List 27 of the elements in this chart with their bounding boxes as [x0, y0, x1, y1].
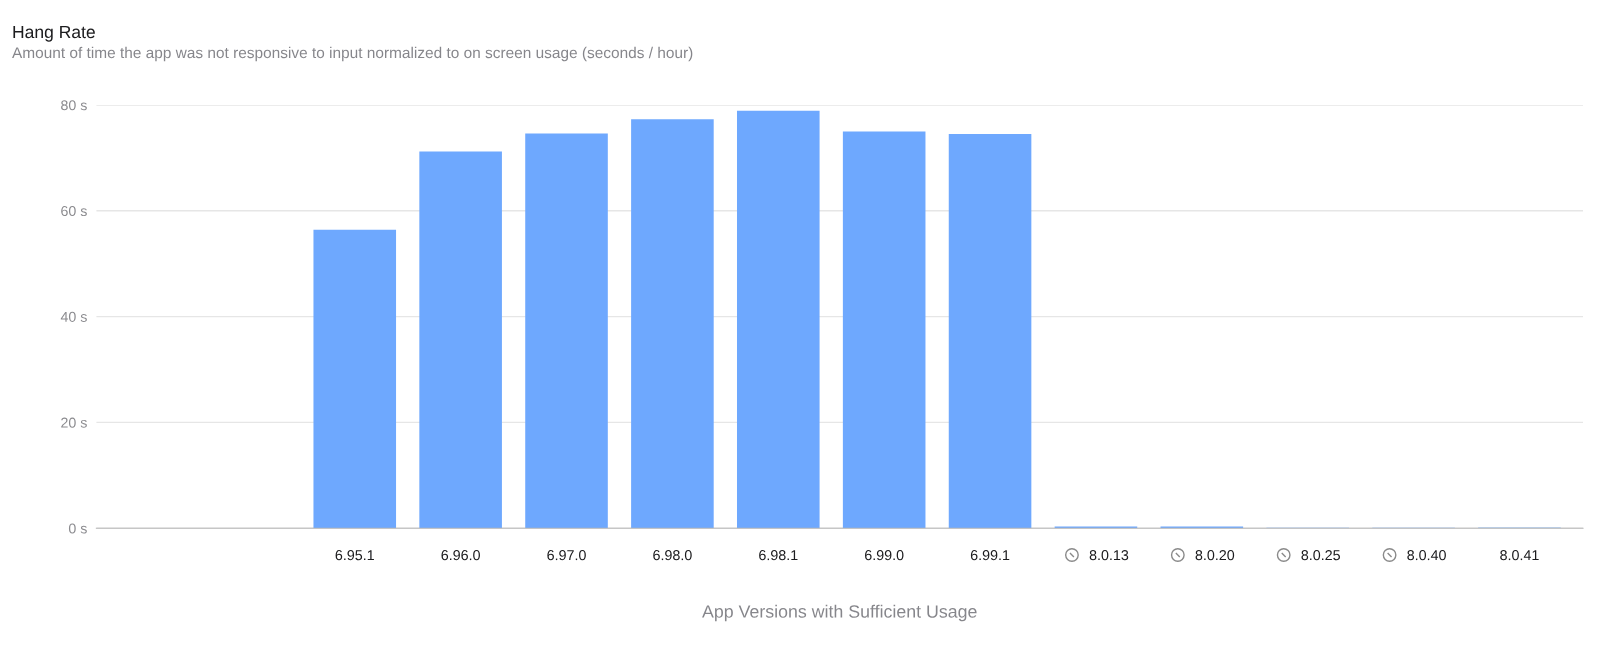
x-tick-label: 6.98.1	[759, 550, 798, 561]
x-tick-label: 6.98.0	[653, 550, 692, 561]
y-tick-label: 80 s	[61, 100, 87, 111]
bar	[313, 229, 397, 529]
bar	[736, 110, 820, 529]
x-tick-label: 6.97.0	[547, 550, 586, 561]
y-tick-label: 0 s	[68, 523, 87, 534]
chart-subtitle: Amount of time the app was not responsive to input normalized to on screen usage (seconds / hour)	[12, 46, 693, 62]
bar	[842, 131, 926, 529]
x-tick-label: 8.0.40	[1407, 550, 1446, 561]
y-tick-label: 40 s	[60, 311, 87, 322]
bar	[948, 134, 1032, 529]
x-tick-label: 6.99.1	[970, 550, 1010, 561]
y-tick-label: 60 s	[61, 206, 87, 217]
y-tick-label: 20 s	[61, 417, 87, 428]
x-tick-label: 8.0.13	[1089, 550, 1129, 561]
x-axis-title: App Versions with Sufficient Usage	[702, 604, 977, 622]
bar	[631, 119, 714, 529]
chart-title: Hang Rate	[13, 25, 95, 42]
x-tick-label: 8.0.20	[1195, 550, 1235, 561]
bar	[525, 133, 608, 529]
x-tick-label: 6.99.0	[865, 550, 904, 561]
x-tick-label: 6.96.0	[441, 550, 480, 561]
x-tick-label: 8.0.41	[1500, 550, 1539, 561]
bar	[419, 151, 502, 529]
x-tick-label: 6.95.1	[335, 550, 374, 561]
x-tick-label: 8.0.25	[1301, 550, 1340, 561]
